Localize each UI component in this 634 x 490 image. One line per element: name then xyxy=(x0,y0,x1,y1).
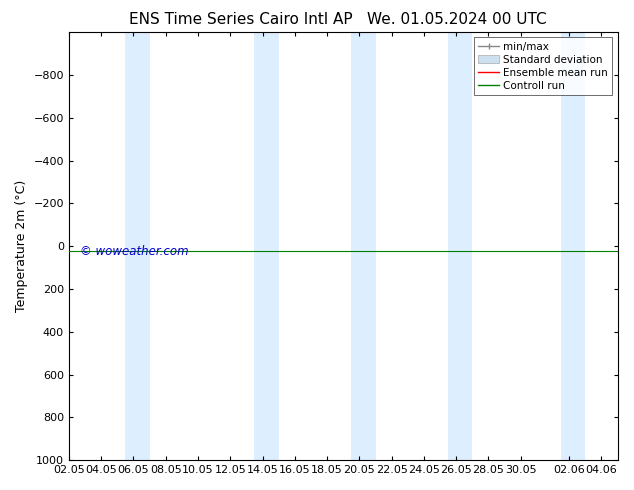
Bar xyxy=(561,32,585,460)
Bar xyxy=(254,32,279,460)
Text: ENS Time Series Cairo Intl AP: ENS Time Series Cairo Intl AP xyxy=(129,12,353,27)
Legend: min/max, Standard deviation, Ensemble mean run, Controll run: min/max, Standard deviation, Ensemble me… xyxy=(474,37,612,95)
Bar xyxy=(448,32,472,460)
Text: © woweather.com: © woweather.com xyxy=(80,245,188,258)
Bar xyxy=(351,32,375,460)
Text: We. 01.05.2024 00 UTC: We. 01.05.2024 00 UTC xyxy=(366,12,547,27)
Y-axis label: Temperature 2m (°C): Temperature 2m (°C) xyxy=(15,180,28,312)
Bar xyxy=(126,32,150,460)
